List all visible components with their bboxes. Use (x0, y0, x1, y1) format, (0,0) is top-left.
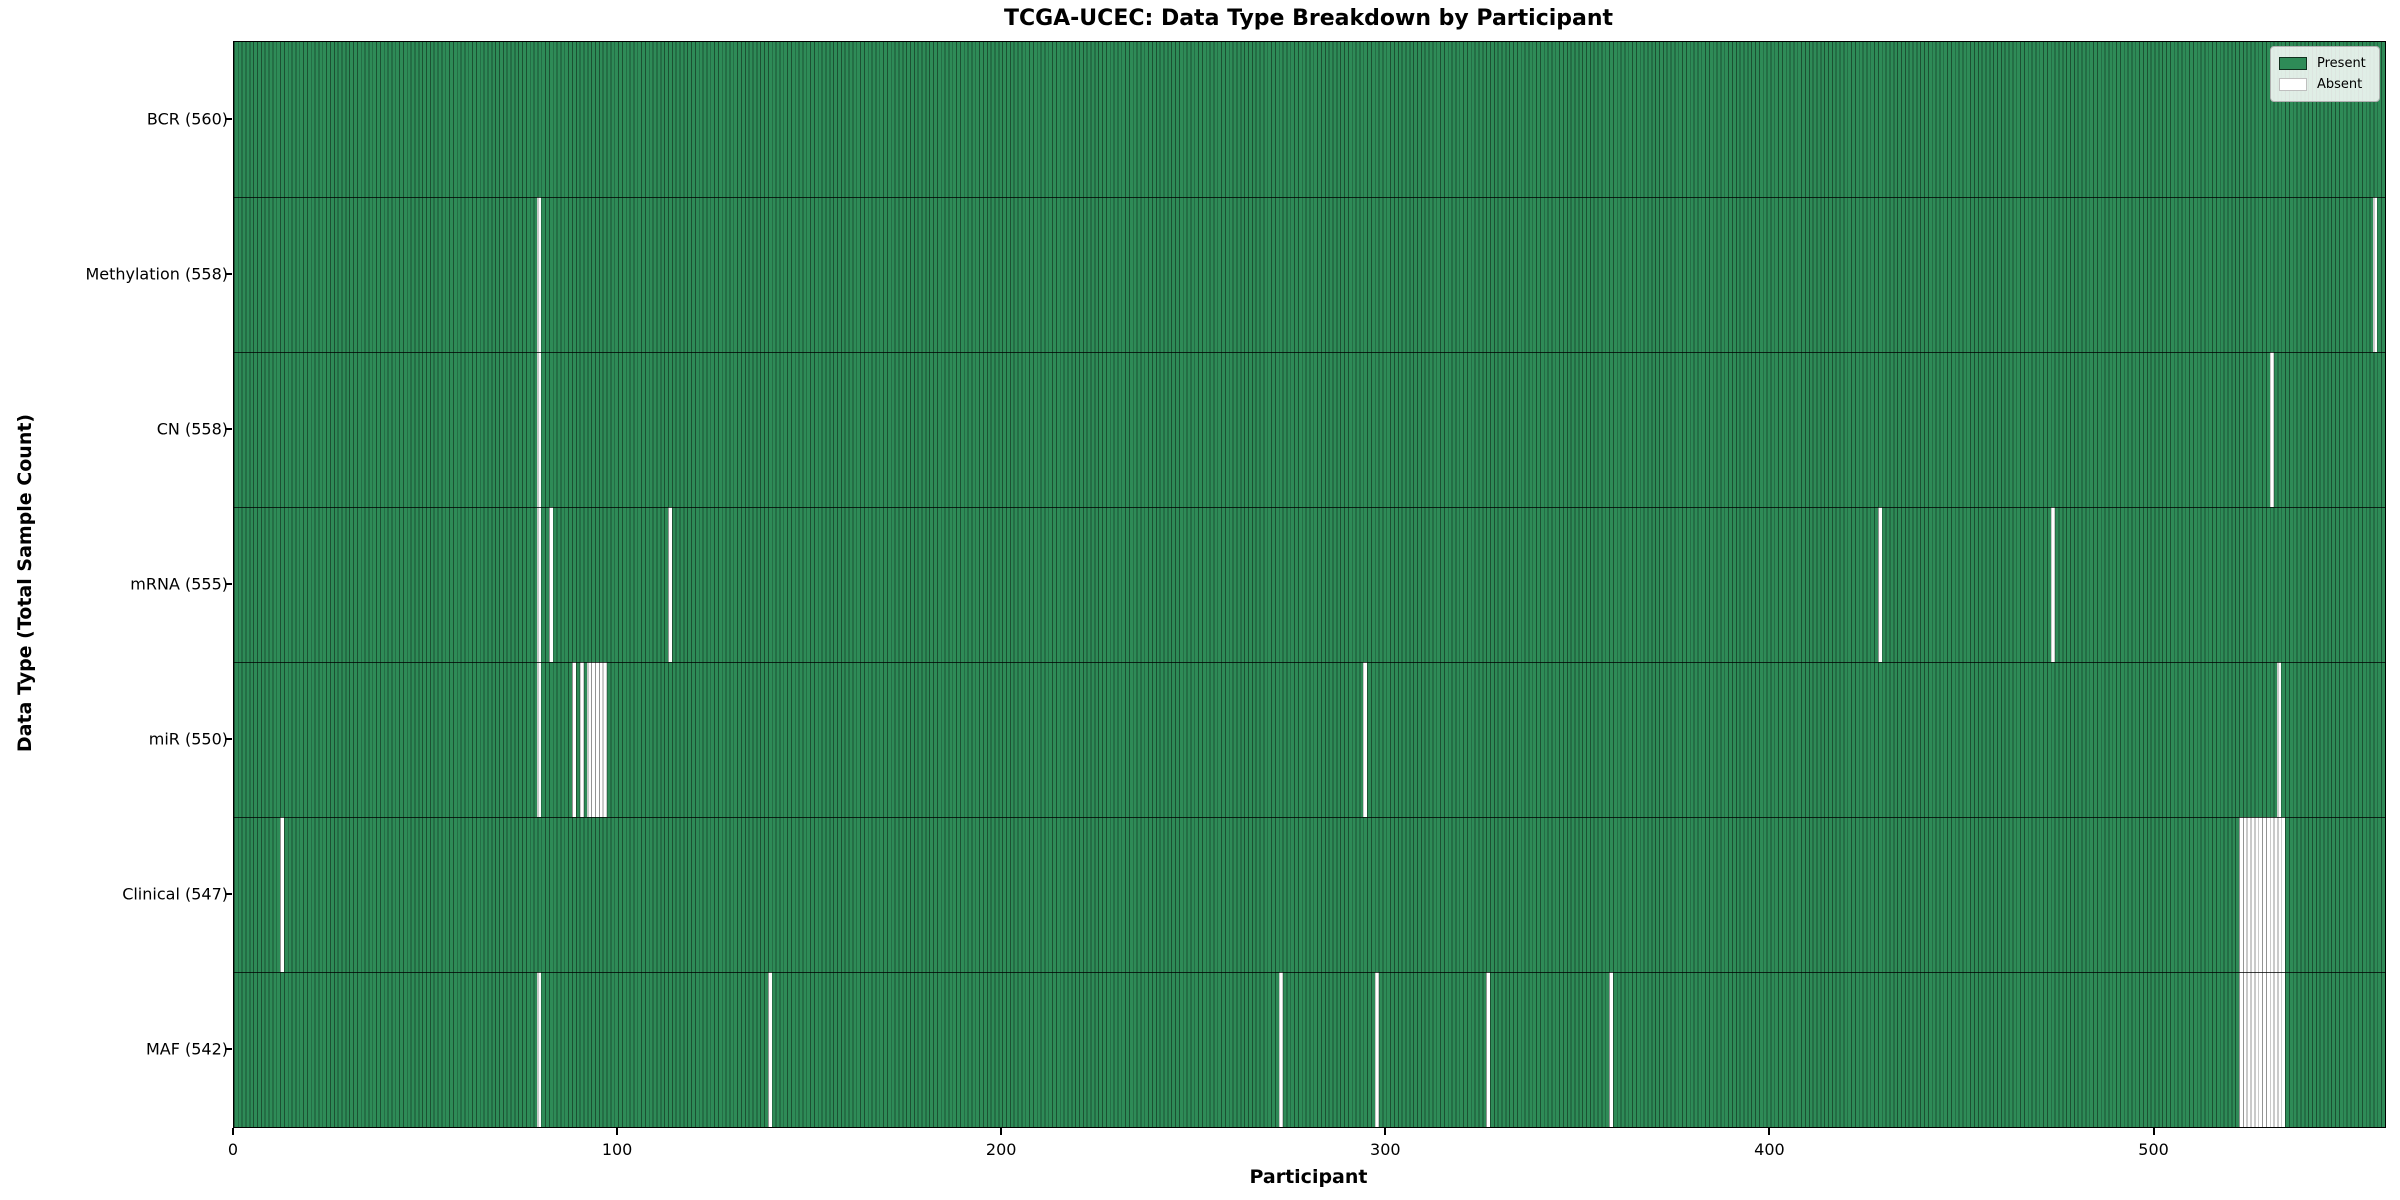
absent-segment (1486, 972, 1491, 1127)
absent-segment (1363, 662, 1368, 817)
absent-segment (2373, 197, 2378, 352)
legend-label-present: Present (2317, 56, 2366, 71)
y-tick-label: MAF (542) (145, 1039, 228, 1058)
y-tick-label: Methylation (558) (85, 264, 228, 283)
absent-segment (2050, 507, 2055, 662)
row-separator (234, 972, 2385, 973)
absent-segment (767, 972, 772, 1127)
data-row-Methylation (234, 197, 2385, 352)
data-row-MAF (234, 972, 2385, 1127)
absent-segment (2239, 972, 2286, 1127)
x-tick-mark (232, 1128, 234, 1135)
absent-segment (587, 662, 607, 817)
y-tick-mark (226, 117, 232, 120)
y-tick-mark (226, 1047, 232, 1050)
absent-segment (1877, 507, 1882, 662)
x-tick-mark (1000, 1128, 1003, 1135)
x-tick-label: 400 (1754, 1140, 1785, 1159)
x-tick-mark (1384, 1128, 1387, 1135)
data-row-miR (234, 662, 2385, 817)
legend-label-absent: Absent (2317, 77, 2363, 92)
absent-segment (2239, 817, 2286, 972)
absent-segment (537, 197, 542, 352)
absent-segment (668, 507, 672, 662)
y-tick-label: Clinical (547) (122, 884, 228, 903)
absent-swatch-icon (2279, 78, 2307, 91)
absent-segment (537, 352, 542, 507)
absent-segment (537, 507, 542, 662)
legend-entry-absent: Absent (2279, 74, 2371, 95)
legend: Present Absent (2270, 46, 2380, 102)
data-row-Clinical (234, 817, 2385, 972)
present-swatch-icon (2279, 57, 2307, 70)
data-row-CN (234, 352, 2385, 507)
absent-segment (572, 662, 576, 817)
absent-segment (1374, 972, 1379, 1127)
y-tick-mark (226, 582, 232, 585)
y-tick-label: CN (558) (156, 419, 228, 438)
absent-segment (537, 662, 542, 817)
x-tick-mark (2152, 1128, 2155, 1135)
x-tick-label: 0 (227, 1140, 239, 1159)
absent-segment (579, 662, 584, 817)
chart-title: TCGA-UCEC: Data Type Breakdown by Partic… (1003, 6, 1614, 31)
legend-entry-present: Present (2279, 53, 2371, 74)
row-separator (234, 197, 2385, 198)
row-separator (234, 352, 2385, 353)
y-tick-label: mRNA (555) (130, 574, 228, 593)
absent-segment (537, 972, 542, 1127)
y-axis-label: Data Type (Total Sample Count) (14, 413, 36, 753)
x-tick-label: 200 (985, 1140, 1017, 1159)
absent-segment (548, 507, 553, 662)
x-tick-label: 300 (1370, 1140, 1401, 1159)
plot-area (233, 41, 2386, 1128)
x-tick-label: 100 (601, 1140, 633, 1159)
absent-segment (280, 817, 284, 972)
y-tick-label: BCR (560) (146, 109, 228, 128)
x-tick-mark (1768, 1128, 1771, 1135)
absent-segment (2269, 352, 2274, 507)
x-tick-mark (616, 1128, 619, 1135)
data-row-BCR (234, 42, 2385, 197)
row-separator (234, 817, 2385, 818)
absent-segment (2277, 662, 2282, 817)
x-axis-label: Participant (1249, 1166, 1368, 1188)
y-tick-mark (226, 272, 232, 275)
y-tick-mark (226, 892, 232, 895)
data-row-mRNA (234, 507, 2385, 662)
y-tick-mark (226, 427, 232, 430)
row-separator (234, 507, 2385, 508)
absent-segment (1278, 972, 1283, 1127)
absent-segment (1609, 972, 1613, 1127)
x-tick-label: 500 (2138, 1140, 2169, 1159)
y-tick-label: miR (550) (148, 729, 228, 748)
row-separator (234, 662, 2385, 663)
y-tick-mark (226, 737, 232, 740)
